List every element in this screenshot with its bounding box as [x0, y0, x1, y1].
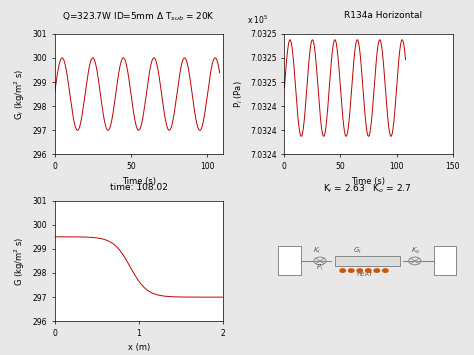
Text: time: 108.02: time: 108.02 — [109, 183, 168, 192]
Circle shape — [383, 269, 388, 272]
Text: $G_i$: $G_i$ — [354, 246, 362, 256]
Text: $P_i$: $P_i$ — [316, 262, 324, 273]
X-axis label: x (m): x (m) — [128, 344, 150, 353]
X-axis label: Time (s): Time (s) — [352, 177, 385, 186]
Text: $K_o$: $K_o$ — [411, 246, 420, 256]
Text: x 10$^5$: x 10$^5$ — [247, 14, 269, 27]
Text: HEAT: HEAT — [356, 272, 373, 277]
Y-axis label: G (kg/m$^2$ s): G (kg/m$^2$ s) — [12, 236, 27, 285]
Circle shape — [374, 269, 380, 272]
Text: K$_i$ = 2.63   K$_o$ = 2.7: K$_i$ = 2.63 K$_o$ = 2.7 — [323, 183, 411, 195]
Circle shape — [340, 269, 346, 272]
Circle shape — [348, 269, 354, 272]
Bar — [278, 246, 301, 275]
Text: $K_i$: $K_i$ — [313, 246, 321, 256]
Circle shape — [365, 269, 371, 272]
Text: Q=323.7W ID=5mm $\Delta$ T$_{sub}$ = 20K: Q=323.7W ID=5mm $\Delta$ T$_{sub}$ = 20K — [62, 11, 215, 23]
Bar — [335, 256, 400, 266]
X-axis label: Time (s): Time (s) — [122, 177, 155, 186]
Y-axis label: G$_i$ (kg/m$^2$ s): G$_i$ (kg/m$^2$ s) — [12, 69, 27, 120]
Bar — [434, 246, 456, 275]
Y-axis label: P$_i$ (Pa): P$_i$ (Pa) — [232, 80, 245, 108]
Circle shape — [357, 269, 363, 272]
Text: R134a Horizontal: R134a Horizontal — [344, 11, 422, 20]
